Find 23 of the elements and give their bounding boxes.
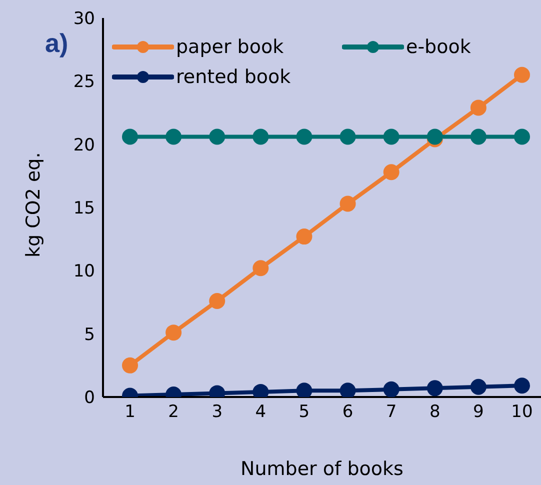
x-tick-label: 2 bbox=[168, 402, 179, 422]
x-tick-label: 1 bbox=[124, 402, 136, 422]
y-tick-label: 25 bbox=[73, 72, 95, 92]
y-tick-label: 5 bbox=[84, 324, 95, 345]
legend-label: rented book bbox=[176, 65, 291, 90]
y-tick-label: 30 bbox=[73, 9, 95, 30]
y-tick-label: 0 bbox=[84, 388, 95, 408]
x-tick-label: 5 bbox=[298, 402, 310, 422]
x-tick-label: 7 bbox=[386, 402, 397, 422]
x-axis-title: Number of books bbox=[240, 458, 404, 480]
x-tick-label: 8 bbox=[429, 402, 440, 422]
x-tick-label: 3 bbox=[212, 402, 223, 422]
x-tick-label: 6 bbox=[342, 402, 354, 422]
y-axis-title: kg CO2 eq. bbox=[22, 152, 45, 258]
x-tick-label: 4 bbox=[255, 402, 266, 422]
legend-label: paper book bbox=[176, 35, 284, 60]
text: a) bbox=[45, 28, 68, 59]
y-tick-label: 20 bbox=[73, 135, 95, 156]
x-tick-label: 10 bbox=[511, 402, 533, 422]
legend-label: e-book bbox=[406, 35, 471, 60]
y-tick-label: 15 bbox=[73, 198, 95, 219]
y-tick-label: 10 bbox=[73, 262, 95, 282]
x-tick-label: 9 bbox=[473, 402, 484, 422]
